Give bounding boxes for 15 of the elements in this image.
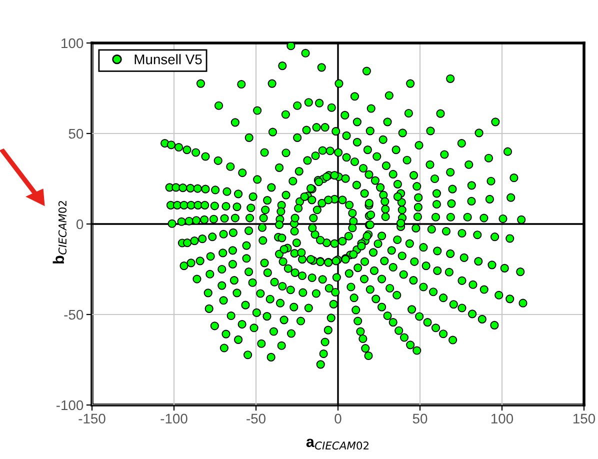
x-axis-title: a$_{CIECAM02}$ <box>306 438 368 450</box>
y-axis-title: b$_{CIECAM02}$ <box>52 201 67 264</box>
y-tick-label: -100 <box>56 400 84 410</box>
legend-label: Munsell V5 <box>134 54 202 64</box>
y-tick-label: 0 <box>76 219 84 230</box>
y-tick-label: -50 <box>64 310 84 320</box>
x-tick-label: 50 <box>412 414 428 424</box>
y-tick-label: 100 <box>62 38 84 48</box>
x-tick-label: 150 <box>573 414 596 424</box>
x-tick-label: -150 <box>78 414 106 424</box>
x-tick-label: 100 <box>491 414 514 424</box>
x-tick-label: 0 <box>334 414 342 424</box>
x-tick-label: -100 <box>160 414 188 424</box>
x-tick-label: -50 <box>246 414 266 424</box>
y-tick-label: 50 <box>68 128 84 139</box>
